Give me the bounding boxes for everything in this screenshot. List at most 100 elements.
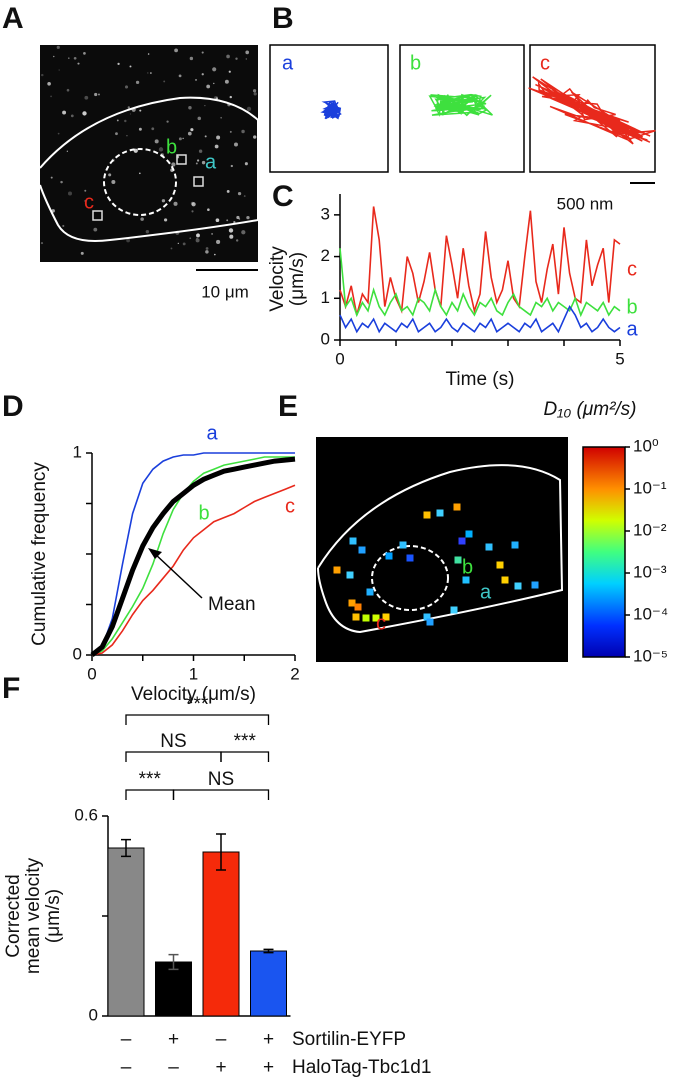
significance-label: NS bbox=[160, 731, 186, 752]
y-axis-label: (μm/s) bbox=[43, 889, 64, 943]
condition-mark: – bbox=[168, 1057, 179, 1078]
speckle bbox=[115, 132, 118, 136]
arrow-head bbox=[148, 548, 162, 559]
spot bbox=[426, 618, 434, 626]
speckle bbox=[226, 54, 230, 59]
series-label: a bbox=[626, 318, 638, 340]
panel-letter: A bbox=[2, 2, 24, 35]
speckle bbox=[84, 189, 87, 192]
series-label: b bbox=[198, 502, 209, 524]
series-line bbox=[339, 206, 621, 316]
speckle bbox=[201, 160, 206, 165]
speckle bbox=[196, 233, 200, 238]
speckle bbox=[252, 89, 257, 93]
spot-label: b bbox=[166, 136, 177, 158]
speckle bbox=[174, 48, 178, 53]
speckle bbox=[234, 142, 238, 147]
spot bbox=[348, 599, 356, 607]
panel-letter: F bbox=[2, 672, 20, 705]
speckle bbox=[187, 131, 192, 136]
speckle bbox=[62, 110, 67, 115]
speckle bbox=[41, 73, 44, 77]
speckle bbox=[149, 72, 152, 74]
condition-mark: – bbox=[216, 1029, 227, 1050]
series-label: b bbox=[626, 296, 637, 318]
spot bbox=[423, 511, 431, 519]
y-tick-label: 1 bbox=[321, 288, 330, 307]
speckle bbox=[237, 192, 242, 196]
colorbar-title: D₁₀ (μm²/s) bbox=[544, 399, 637, 420]
speckle bbox=[182, 137, 184, 140]
speckle bbox=[129, 65, 132, 68]
speckle bbox=[236, 215, 240, 220]
spot bbox=[349, 537, 357, 545]
micrograph-a bbox=[39, 45, 259, 262]
spot bbox=[514, 582, 522, 590]
trajectory-label: c bbox=[540, 52, 550, 74]
speckle bbox=[125, 85, 129, 89]
x-tick-label: 0 bbox=[87, 664, 96, 683]
colorbar-tick-label: 10⁻⁵ bbox=[633, 646, 668, 665]
annotation: Mean bbox=[208, 594, 256, 615]
spot bbox=[362, 614, 370, 622]
speckle bbox=[220, 116, 222, 119]
speckle bbox=[173, 201, 178, 206]
spot bbox=[454, 556, 462, 564]
speckle bbox=[253, 92, 257, 96]
spot bbox=[346, 571, 354, 579]
y-axis-label: Cumulative frequency bbox=[29, 462, 50, 646]
speckle bbox=[60, 180, 63, 184]
spot bbox=[450, 606, 458, 614]
significance-label: *** bbox=[186, 694, 209, 715]
bar bbox=[250, 950, 287, 1017]
colorbar-tick-label: 10⁻¹ bbox=[633, 478, 667, 497]
spot bbox=[531, 581, 539, 589]
speckle bbox=[111, 180, 116, 185]
condition-mark: + bbox=[215, 1057, 226, 1078]
significance-bracket bbox=[172, 789, 270, 800]
trajectory bbox=[528, 76, 656, 145]
significance-bracket bbox=[125, 751, 222, 762]
speckle bbox=[151, 127, 155, 131]
speckle bbox=[245, 50, 250, 55]
speckle bbox=[213, 82, 215, 85]
speckle bbox=[139, 172, 141, 175]
speckle bbox=[230, 164, 233, 168]
y-tick-label: 0.6 bbox=[74, 805, 98, 824]
spot bbox=[485, 543, 493, 551]
speckle bbox=[228, 70, 231, 73]
spot bbox=[382, 613, 390, 621]
speckle bbox=[163, 80, 166, 83]
speckle bbox=[229, 234, 234, 239]
trajectory bbox=[320, 100, 342, 120]
spot bbox=[354, 603, 362, 611]
speckle bbox=[191, 210, 194, 213]
speckle bbox=[84, 199, 87, 203]
speckle bbox=[190, 201, 194, 205]
speckle bbox=[98, 93, 100, 96]
speckle bbox=[140, 217, 144, 221]
speckle bbox=[229, 95, 232, 99]
speckle bbox=[161, 199, 166, 203]
spot bbox=[465, 530, 473, 538]
speckle bbox=[189, 237, 192, 240]
x-tick-label: 2 bbox=[290, 664, 299, 683]
bar bbox=[155, 961, 192, 1017]
spot bbox=[372, 614, 380, 622]
speckle bbox=[246, 215, 250, 220]
speckle bbox=[166, 120, 169, 123]
speckle bbox=[77, 62, 80, 65]
speckle bbox=[224, 79, 229, 84]
speckle bbox=[47, 81, 51, 86]
cell-outline bbox=[317, 464, 564, 634]
speckle bbox=[129, 113, 132, 115]
y-tick-label: 0 bbox=[89, 1005, 98, 1024]
speckle bbox=[170, 247, 173, 250]
speckle bbox=[204, 135, 207, 138]
trajectory-label: b bbox=[410, 52, 421, 74]
speckle bbox=[189, 56, 194, 61]
spot bbox=[436, 509, 444, 517]
speckle bbox=[244, 162, 248, 166]
y-axis-label: Corrected bbox=[3, 874, 24, 957]
error-bar bbox=[168, 953, 179, 971]
